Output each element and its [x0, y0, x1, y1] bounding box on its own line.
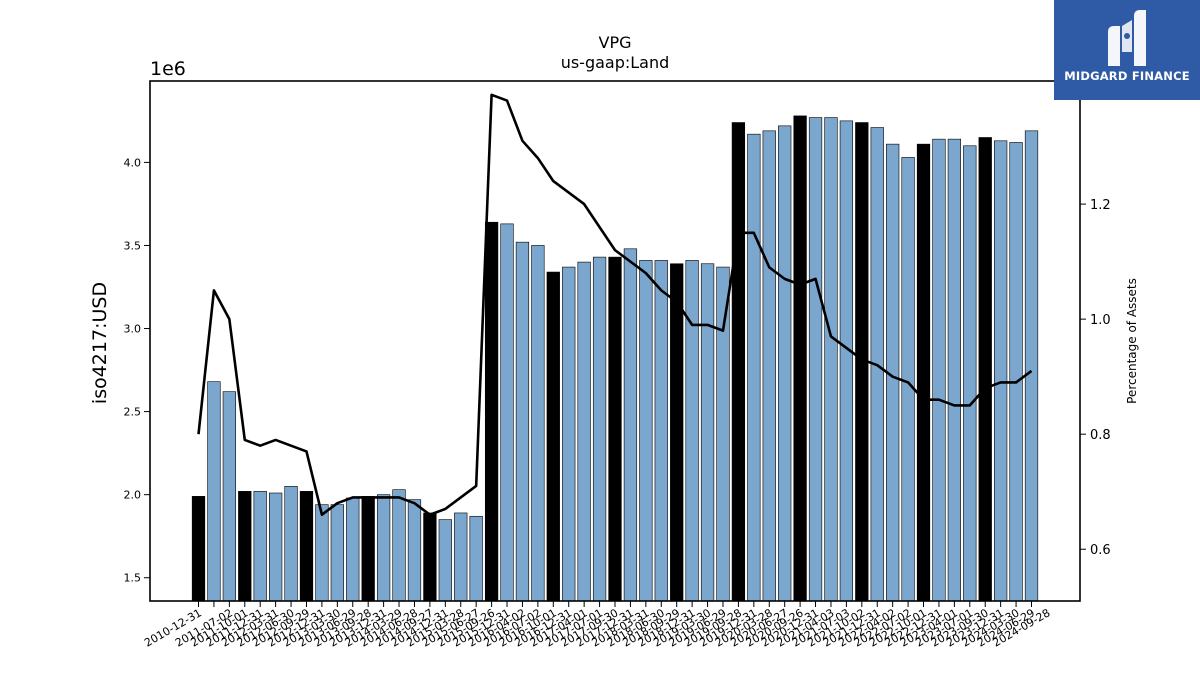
- bar-annual: [299, 491, 314, 602]
- bar-quarterly: [1009, 142, 1023, 602]
- bar-quarterly: [824, 117, 838, 602]
- percentage-of-assets-line: [197, 93, 1033, 517]
- bar-quarterly: [531, 245, 545, 602]
- y-offset-label: 1e6: [150, 58, 186, 80]
- bar-annual: [361, 496, 375, 602]
- percentage-line-layer: [197, 93, 1033, 517]
- y-tick-label: 2.0: [124, 489, 142, 502]
- bar-annual: [608, 256, 622, 602]
- bar-quarterly: [392, 489, 406, 602]
- bar-annual: [546, 271, 560, 602]
- bar-quarterly: [315, 504, 329, 602]
- bar-quarterly: [639, 260, 653, 602]
- bars-layer: [191, 115, 1039, 602]
- midgard-logo-icon: [1108, 10, 1146, 66]
- bar-annual: [423, 512, 437, 602]
- chart-title: VPG: [599, 33, 632, 52]
- bar-quarterly: [207, 381, 221, 602]
- bar-quarterly: [515, 241, 530, 602]
- bar-quarterly: [716, 266, 730, 602]
- bar-quarterly: [330, 504, 344, 602]
- bar-annual: [238, 491, 252, 602]
- bar-quarterly: [376, 494, 391, 602]
- bar-quarterly: [500, 223, 514, 602]
- bar-quarterly: [438, 519, 452, 602]
- bar-quarterly: [762, 130, 776, 602]
- bar-quarterly: [901, 157, 915, 602]
- midgard-finance-logo: MIDGARD FINANCE: [1054, 0, 1200, 100]
- y2-tick-label: 0.6: [1090, 543, 1111, 558]
- bar-quarterly: [994, 140, 1008, 602]
- bar-quarterly: [407, 499, 422, 602]
- bar-annual: [916, 143, 931, 602]
- y2-tick-label: 1.0: [1090, 313, 1111, 328]
- bar-quarterly: [685, 260, 699, 602]
- y-axis-label: iso4217:USD: [89, 282, 111, 404]
- y-tick-label: 3.0: [124, 323, 142, 336]
- bar-quarterly: [562, 266, 576, 602]
- bar-quarterly: [346, 497, 360, 602]
- x-axis-ticks: 2010-12-312011-07-022011-10-012011-12-31…: [142, 601, 1052, 650]
- y2-axis-label: Percentage of Assets: [1125, 278, 1139, 404]
- y-tick-label: 2.5: [124, 406, 142, 419]
- bar-quarterly: [932, 138, 946, 602]
- bar-quarterly: [947, 138, 961, 602]
- y-tick-label: 4.0: [124, 156, 142, 169]
- bar-quarterly: [253, 491, 267, 602]
- bar-quarterly: [469, 515, 483, 602]
- bar-quarterly: [808, 117, 823, 602]
- bar-annual: [731, 122, 746, 602]
- bar-quarterly: [623, 248, 638, 602]
- bar-quarterly: [700, 263, 715, 602]
- logo-text: MIDGARD FINANCE: [1064, 69, 1190, 83]
- bar-quarterly: [747, 133, 761, 602]
- bar-annual: [484, 221, 499, 602]
- bar-quarterly: [577, 261, 591, 602]
- bar-quarterly: [592, 256, 607, 602]
- right-axis-ticks: 0.6 0.8 1.0 1.2: [1080, 198, 1111, 558]
- bar-quarterly: [1024, 130, 1039, 602]
- y2-tick-label: 1.2: [1090, 198, 1111, 213]
- bar-quarterly: [778, 125, 792, 602]
- bar-quarterly: [222, 391, 236, 602]
- bar-annual: [793, 115, 807, 602]
- bar-quarterly: [454, 512, 468, 602]
- bar-annual: [670, 263, 684, 602]
- bar-annual: [978, 137, 992, 602]
- bar-quarterly: [963, 145, 977, 602]
- left-axis-ticks: 1.5 2.0 2.5 3.0 3.5 4.0: [124, 156, 150, 585]
- y-tick-label: 3.5: [124, 239, 142, 252]
- bar-quarterly: [269, 492, 283, 602]
- bar-quarterly: [654, 260, 668, 602]
- bar-quarterly: [284, 486, 298, 602]
- y2-tick-label: 0.8: [1090, 428, 1111, 443]
- y-tick-label: 1.5: [124, 572, 142, 585]
- bar-quarterly: [839, 120, 854, 602]
- bar-annual: [191, 496, 206, 602]
- chart-subtitle: us-gaap:Land: [561, 53, 670, 72]
